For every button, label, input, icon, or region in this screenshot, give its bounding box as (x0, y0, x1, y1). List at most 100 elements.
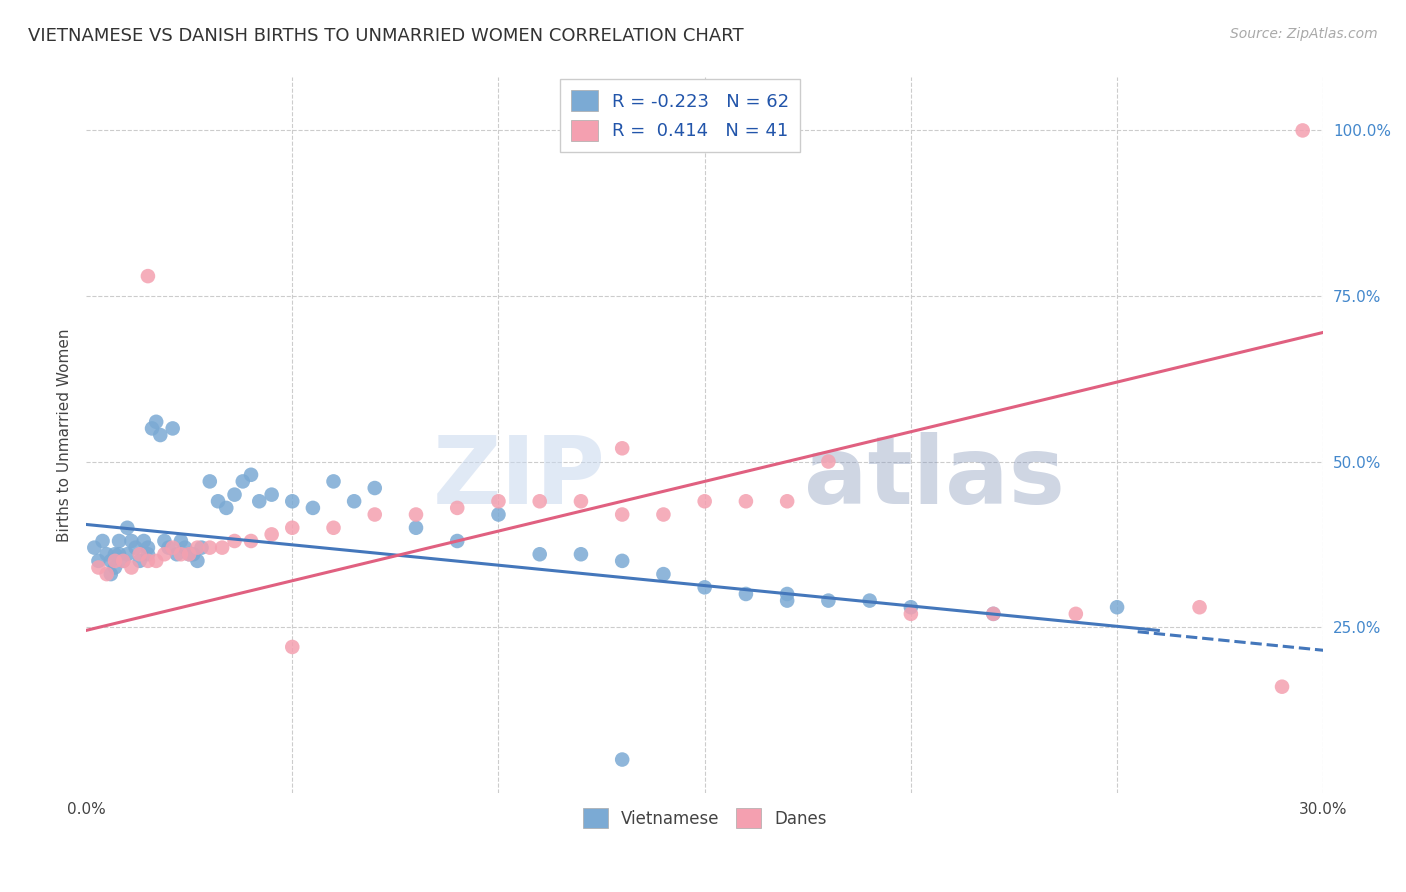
Point (529, 494, 551, 508)
Point (247, 494, 270, 508)
Point (240, 467, 263, 482)
Point (153, 547, 176, 561)
Point (136, 554, 159, 568)
Point (322, 475, 344, 489)
Point (166, 547, 188, 561)
Point (900, 600, 922, 615)
Point (120, 560, 142, 574)
Point (96, 547, 118, 561)
Point (446, 534, 468, 549)
Point (859, 593, 882, 607)
Point (776, 593, 799, 607)
Point (612, 442, 634, 456)
Point (104, 547, 127, 561)
Text: Source: ZipAtlas.com: Source: ZipAtlas.com (1230, 27, 1378, 41)
Point (693, 494, 716, 508)
Point (983, 607, 1005, 621)
Point (100, 567, 122, 582)
Point (817, 454, 839, 468)
Point (652, 508, 675, 522)
Point (240, 534, 263, 549)
Point (128, 547, 150, 561)
Point (117, 521, 139, 535)
Point (91, 534, 114, 549)
Point (215, 500, 238, 515)
Point (529, 547, 551, 561)
Point (211, 541, 233, 555)
Point (83, 541, 105, 555)
Point (186, 541, 208, 555)
Point (322, 521, 344, 535)
Point (817, 593, 839, 607)
Point (612, 508, 634, 522)
Point (170, 547, 193, 561)
Point (488, 508, 510, 522)
Point (104, 554, 127, 568)
Point (281, 640, 304, 654)
Point (108, 534, 131, 549)
Point (776, 587, 799, 601)
Point (120, 534, 142, 549)
Point (1107, 600, 1129, 615)
Point (260, 488, 283, 502)
Point (343, 494, 366, 508)
Point (364, 508, 387, 522)
Point (569, 547, 592, 561)
Point (281, 494, 304, 508)
Point (145, 415, 167, 429)
Point (112, 554, 135, 568)
Point (87, 560, 110, 574)
Point (900, 607, 922, 621)
Point (364, 481, 387, 495)
Point (612, 753, 634, 767)
Point (136, 541, 159, 555)
Legend: Vietnamese, Danes: Vietnamese, Danes (576, 802, 834, 834)
Point (302, 500, 325, 515)
Point (1291, 123, 1313, 137)
Point (224, 488, 246, 502)
Point (405, 521, 427, 535)
Point (232, 475, 254, 489)
Point (108, 547, 131, 561)
Point (488, 494, 510, 508)
Point (112, 554, 135, 568)
Point (652, 567, 675, 582)
Point (104, 560, 127, 574)
Point (179, 547, 201, 561)
Point (224, 534, 246, 549)
Point (1064, 607, 1087, 621)
Point (100, 554, 122, 568)
Point (149, 428, 172, 442)
Point (735, 587, 758, 601)
Point (198, 541, 221, 555)
Point (170, 534, 193, 549)
Y-axis label: Births to Unmarried Women: Births to Unmarried Women (58, 328, 72, 541)
Point (190, 541, 212, 555)
Text: atlas: atlas (804, 432, 1064, 524)
Point (181, 547, 204, 561)
Point (776, 494, 799, 508)
Point (179, 547, 201, 561)
Point (141, 421, 163, 435)
Point (1188, 600, 1211, 615)
Point (162, 541, 184, 555)
Point (198, 475, 221, 489)
Text: ZIP: ZIP (433, 432, 606, 524)
Point (735, 494, 758, 508)
Point (153, 534, 176, 549)
Point (1271, 680, 1294, 694)
Point (136, 269, 159, 284)
Point (132, 534, 155, 549)
Point (128, 554, 150, 568)
Point (260, 527, 283, 541)
Point (145, 554, 167, 568)
Point (136, 547, 159, 561)
Point (186, 554, 208, 568)
Point (174, 541, 197, 555)
Point (693, 580, 716, 594)
Point (162, 421, 184, 435)
Point (569, 494, 592, 508)
Point (446, 500, 468, 515)
Point (612, 554, 634, 568)
Point (983, 607, 1005, 621)
